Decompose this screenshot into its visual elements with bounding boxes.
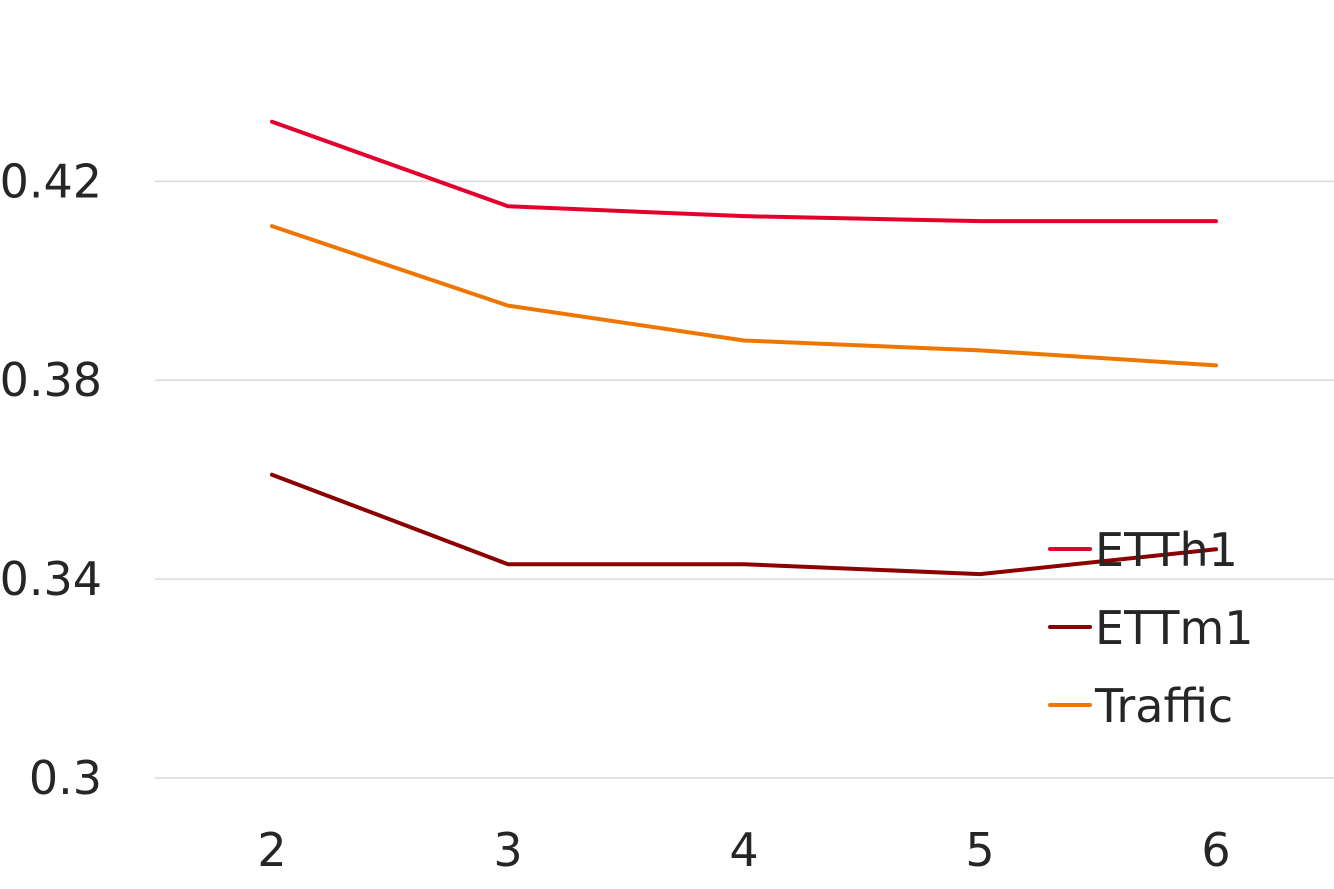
series-line-ettm1 xyxy=(270,472,1218,577)
y-tick-label: 0.38 xyxy=(0,353,102,407)
series-line-etth1 xyxy=(270,119,1218,224)
legend-label-traffic: Traffic xyxy=(1094,679,1233,733)
legend: ETTh1 ETTm1 Traffic xyxy=(1048,523,1254,733)
y-tick-label: 0.42 xyxy=(0,154,102,208)
series-lines xyxy=(270,119,1218,577)
grid-lines xyxy=(155,180,1334,779)
x-tick-label: 5 xyxy=(965,823,994,877)
legend-label-etth1: ETTh1 xyxy=(1095,523,1238,577)
y-tick-label: 0.3 xyxy=(29,751,102,805)
x-tick-label: 2 xyxy=(257,823,286,877)
x-tick-label: 4 xyxy=(729,823,758,877)
y-axis-tick-labels: 0.3 0.34 0.38 0.42 xyxy=(0,154,102,805)
x-axis-tick-labels: 2 3 4 5 6 xyxy=(257,823,1230,877)
x-tick-label: 6 xyxy=(1201,823,1230,877)
series-line-traffic xyxy=(270,224,1218,368)
legend-label-ettm1: ETTm1 xyxy=(1095,601,1254,655)
x-tick-label: 3 xyxy=(493,823,522,877)
y-tick-label: 0.34 xyxy=(0,552,102,606)
